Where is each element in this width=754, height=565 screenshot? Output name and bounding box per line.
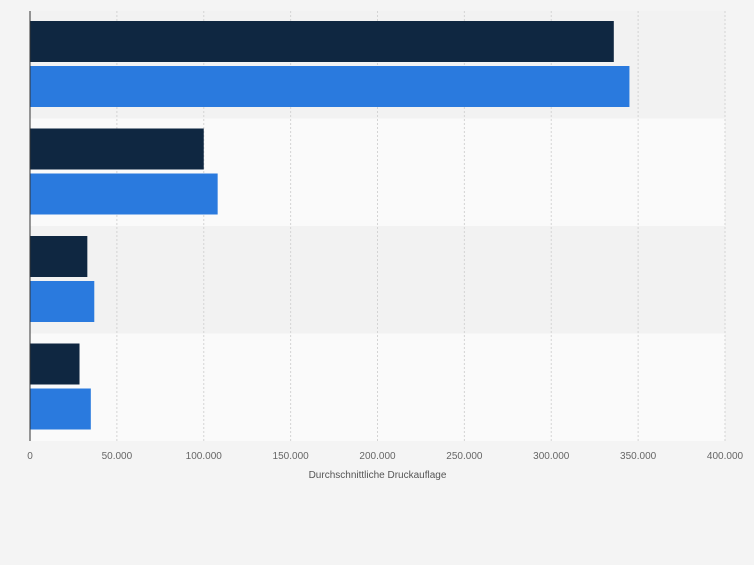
x-tick-label: 150.000 <box>273 451 310 462</box>
x-tick-label: 0 <box>27 451 33 462</box>
bar <box>30 388 91 430</box>
bar <box>30 343 80 385</box>
bars <box>30 21 630 430</box>
bar <box>30 236 88 277</box>
bar <box>30 21 614 62</box>
x-tick-label: 350.000 <box>620 451 657 462</box>
x-tick-label: 100.000 <box>186 451 223 462</box>
bar <box>30 173 218 215</box>
x-tick-label: 200.000 <box>359 451 396 462</box>
bar <box>30 128 204 170</box>
bar <box>30 66 630 107</box>
x-tick-labels: 0 50.000 100.000 150.000 200.000 250.000 300.0… <box>27 451 743 462</box>
x-tick-label: 50.000 <box>102 451 133 462</box>
x-tick-label: 400.000 <box>707 451 744 462</box>
x-axis-title: Durchschnittliche Druckauflage <box>309 470 447 481</box>
bar <box>30 281 95 322</box>
x-tick-label: 250.000 <box>446 451 483 462</box>
x-tick-label: 300.000 <box>533 451 570 462</box>
